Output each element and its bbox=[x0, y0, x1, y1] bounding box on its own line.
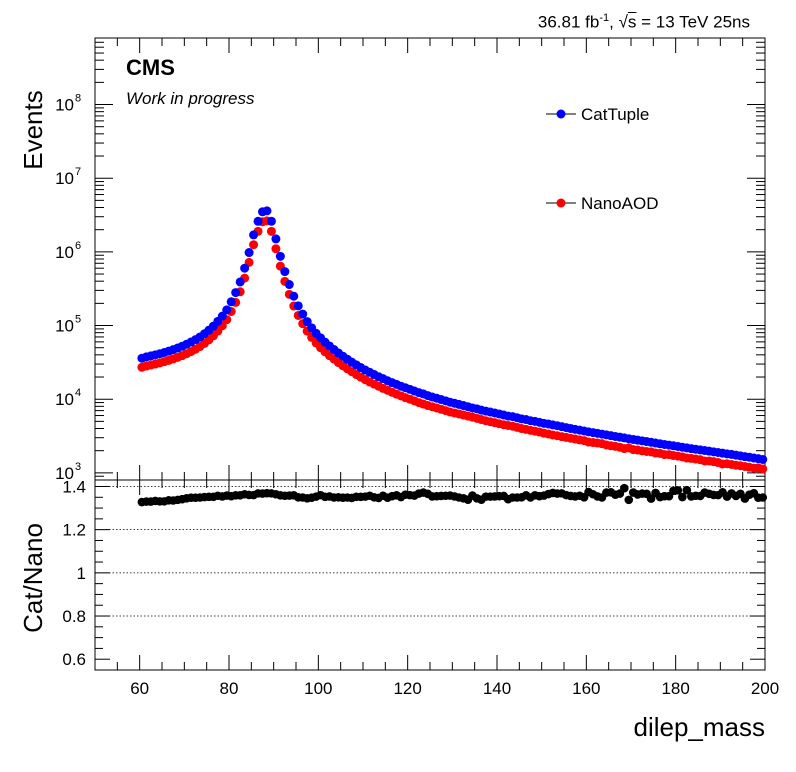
point-cattuple bbox=[284, 280, 294, 290]
point-cattuple bbox=[231, 288, 241, 298]
data-points bbox=[137, 206, 768, 507]
point-cattuple bbox=[293, 301, 303, 311]
x-tick-label: 180 bbox=[661, 679, 689, 698]
point-ratio bbox=[624, 495, 634, 505]
legend-label-nanoaod: NanoAOD bbox=[581, 194, 658, 213]
status-label: Work in progress bbox=[126, 89, 255, 108]
lumi-exponent: -1 bbox=[599, 12, 610, 24]
x-tick-label: 120 bbox=[393, 679, 421, 698]
point-cattuple bbox=[217, 311, 227, 321]
luminosity-label: 36.81 fb-1, √s = 13 TeV 25ns bbox=[538, 12, 750, 33]
y-tick-exponent-main: 7 bbox=[75, 166, 81, 178]
point-ratio bbox=[678, 492, 687, 502]
x-axis-label: dilep_mass bbox=[633, 712, 765, 742]
y-tick-exponent-main: 3 bbox=[75, 461, 81, 473]
y-axis-label-main: Events bbox=[18, 90, 48, 170]
y-tick-exponent-main: 6 bbox=[75, 240, 81, 252]
legend-label-cattuple: CatTuple bbox=[581, 105, 649, 124]
point-cattuple bbox=[249, 230, 259, 240]
point-cattuple bbox=[226, 297, 236, 307]
x-tick-label: 100 bbox=[304, 679, 332, 698]
point-cattuple bbox=[253, 216, 263, 226]
point-cattuple bbox=[298, 309, 308, 319]
experiment-label: CMS bbox=[126, 55, 175, 80]
x-tick-label: 60 bbox=[130, 679, 149, 698]
y-tick-label-main: 10 bbox=[55, 464, 74, 483]
y-tick-exponent-main: 4 bbox=[75, 387, 81, 399]
legend-marker-nanoaod bbox=[556, 198, 566, 208]
y-axis-label-ratio: Cat/Nano bbox=[18, 523, 48, 633]
y-tick-label-main: 10 bbox=[55, 96, 74, 115]
y-tick-label-ratio: 1.2 bbox=[62, 521, 86, 540]
y-tick-label-main: 10 bbox=[55, 390, 74, 409]
x-tick-label: 160 bbox=[572, 679, 600, 698]
point-cattuple bbox=[289, 291, 299, 301]
y-tick-label-main: 10 bbox=[55, 317, 74, 336]
point-nanoaod bbox=[271, 244, 281, 254]
lumi-value: 36.81 fb bbox=[537, 12, 600, 32]
energy-separator: , √ bbox=[609, 12, 628, 32]
x-tick-label: 200 bbox=[751, 679, 779, 698]
point-cattuple bbox=[280, 267, 290, 277]
y-tick-label-ratio: 1.4 bbox=[62, 477, 86, 496]
axis-ticks bbox=[94, 37, 766, 671]
point-cattuple bbox=[271, 234, 281, 244]
point-ratio bbox=[758, 493, 768, 502]
point-nanoaod bbox=[758, 464, 768, 474]
point-ratio bbox=[620, 483, 629, 493]
y-tick-label-ratio: 0.8 bbox=[62, 607, 86, 626]
legend: CatTuple NanoAOD bbox=[546, 105, 658, 213]
point-cattuple bbox=[266, 216, 276, 226]
x-tick-label: 140 bbox=[483, 679, 511, 698]
point-nanoaod bbox=[266, 226, 276, 236]
y-tick-label-main: 10 bbox=[55, 169, 74, 188]
legend-marker-cattuple bbox=[556, 109, 566, 119]
point-ratio bbox=[673, 486, 683, 495]
legend-entry-cattuple: CatTuple bbox=[546, 105, 649, 124]
y-tick-exponent-main: 5 bbox=[75, 314, 81, 326]
point-cattuple bbox=[222, 305, 232, 315]
point-cattuple bbox=[758, 454, 768, 464]
energy-variable: s bbox=[627, 12, 637, 32]
y-tick-label-ratio: 1 bbox=[77, 564, 86, 583]
y-tick-exponent-main: 8 bbox=[75, 93, 81, 105]
point-cattuple bbox=[262, 206, 272, 216]
energy-value: = 13 TeV 25ns bbox=[636, 12, 750, 32]
y-tick-label-main: 10 bbox=[55, 243, 74, 262]
y-tick-label-ratio: 0.6 bbox=[62, 650, 86, 669]
point-cattuple bbox=[240, 263, 250, 273]
point-ratio bbox=[682, 485, 692, 495]
point-cattuple bbox=[275, 251, 285, 261]
x-tick-label: 80 bbox=[220, 679, 239, 698]
ratio-plot-frame bbox=[94, 479, 766, 671]
legend-entry-nanoaod: NanoAOD bbox=[546, 194, 658, 213]
point-cattuple bbox=[244, 248, 254, 258]
point-cattuple bbox=[235, 277, 245, 287]
point-cattuple bbox=[302, 317, 312, 327]
point-nanoaod bbox=[249, 240, 259, 250]
